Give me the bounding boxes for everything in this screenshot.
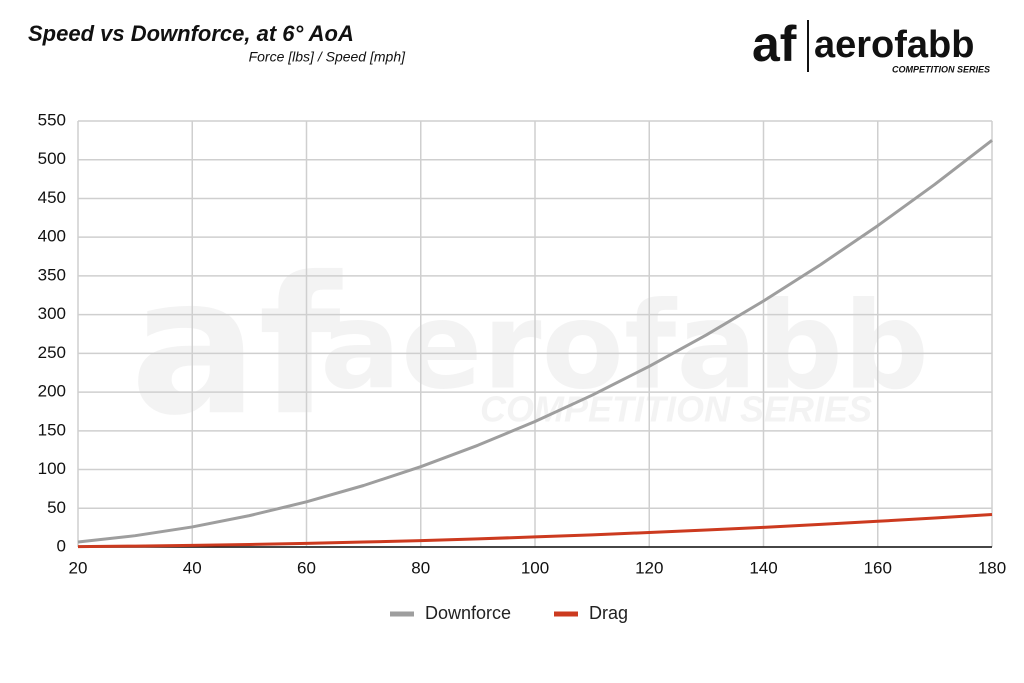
logo-mark: af bbox=[752, 16, 797, 72]
logo-tagline: COMPETITION SERIES bbox=[892, 64, 990, 74]
line-series bbox=[77, 512, 993, 549]
logo: af aerofabb COMPETITION SERIES bbox=[752, 16, 990, 74]
x-tick-label: 40 bbox=[183, 558, 202, 577]
legend-label: Downforce bbox=[425, 603, 511, 623]
y-tick-label: 300 bbox=[38, 304, 66, 323]
y-tick-label: 0 bbox=[57, 536, 66, 555]
x-tick-label: 180 bbox=[978, 558, 1006, 577]
y-tick-label: 50 bbox=[47, 498, 66, 517]
watermark-tagline: COMPETITION SERIES bbox=[480, 389, 872, 430]
x-tick-label: 80 bbox=[411, 558, 430, 577]
y-tick-label: 550 bbox=[38, 110, 66, 129]
x-tick-label: 140 bbox=[749, 558, 777, 577]
y-tick-label: 500 bbox=[38, 149, 66, 168]
y-tick-label: 400 bbox=[38, 227, 66, 246]
x-tick-label: 20 bbox=[69, 558, 88, 577]
x-tick-label: 60 bbox=[297, 558, 316, 577]
x-tick-label: 100 bbox=[521, 558, 549, 577]
x-tick-label: 160 bbox=[864, 558, 892, 577]
y-tick-label: 100 bbox=[38, 459, 66, 478]
y-tick-label: 350 bbox=[38, 265, 66, 284]
chart-title: Speed vs Downforce, at 6° AoA bbox=[28, 21, 354, 46]
y-tick-label: 450 bbox=[38, 188, 66, 207]
logo-name: aerofabb bbox=[814, 24, 974, 66]
y-tick-label: 250 bbox=[38, 343, 66, 362]
y-tick-label: 200 bbox=[38, 382, 66, 401]
y-tick-label: 150 bbox=[38, 420, 66, 439]
line-series bbox=[77, 139, 993, 544]
x-tick-label: 120 bbox=[635, 558, 663, 577]
watermark-mark: af bbox=[130, 236, 343, 457]
legend-label: Drag bbox=[589, 603, 628, 623]
chart-subtitle: Force [lbs] / Speed [mph] bbox=[249, 49, 407, 65]
